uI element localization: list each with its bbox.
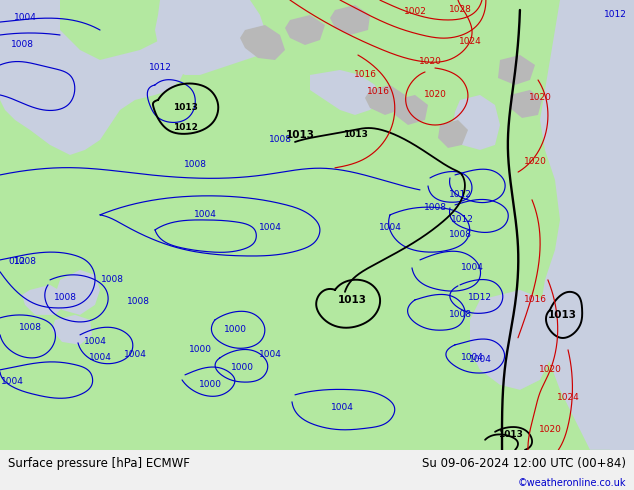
Text: 1020: 1020 (418, 57, 441, 67)
Text: 1013: 1013 (172, 103, 197, 113)
Polygon shape (155, 0, 270, 75)
Text: 1008: 1008 (127, 297, 150, 306)
Polygon shape (470, 290, 555, 390)
Text: 1008: 1008 (101, 275, 124, 284)
Text: 1016: 1016 (354, 71, 377, 79)
Text: 1028: 1028 (449, 5, 472, 15)
Text: 1013: 1013 (342, 130, 368, 140)
Text: 1020: 1020 (538, 366, 562, 374)
Polygon shape (438, 120, 468, 148)
Text: 1004: 1004 (259, 350, 281, 359)
Polygon shape (540, 0, 634, 450)
Text: 1004: 1004 (193, 210, 216, 220)
Polygon shape (395, 95, 428, 125)
Polygon shape (22, 285, 65, 315)
Text: 012: 012 (8, 257, 25, 267)
Text: Su 09-06-2024 12:00 UTC (00+84): Su 09-06-2024 12:00 UTC (00+84) (422, 457, 626, 470)
Polygon shape (0, 0, 634, 450)
Polygon shape (330, 5, 370, 35)
Text: 1004: 1004 (330, 403, 353, 413)
Text: 1004: 1004 (1, 377, 23, 386)
Text: 1024: 1024 (557, 393, 579, 402)
Polygon shape (452, 95, 500, 150)
Text: 1004: 1004 (378, 223, 401, 232)
Text: 1004: 1004 (124, 350, 146, 359)
Text: 1008: 1008 (13, 257, 37, 267)
Polygon shape (285, 15, 325, 45)
Text: 1000: 1000 (198, 380, 221, 390)
Text: 1004: 1004 (89, 353, 112, 363)
Polygon shape (55, 270, 100, 315)
Text: 1008: 1008 (183, 160, 207, 170)
Text: 1013: 1013 (285, 130, 314, 140)
Text: 1004: 1004 (259, 223, 281, 232)
Text: 1013: 1013 (498, 430, 522, 440)
Text: 1012: 1012 (172, 123, 197, 132)
Text: 1008: 1008 (269, 135, 292, 145)
Text: 1020: 1020 (538, 425, 562, 434)
Text: 1008: 1008 (424, 203, 446, 213)
Text: 1008: 1008 (11, 41, 34, 49)
Text: 1004: 1004 (84, 337, 107, 346)
Text: 1008: 1008 (53, 294, 77, 302)
Text: 1004: 1004 (460, 264, 484, 272)
Text: 1D12: 1D12 (468, 294, 492, 302)
Polygon shape (240, 25, 285, 60)
Text: 1004: 1004 (13, 14, 36, 23)
Text: 1016: 1016 (524, 295, 547, 304)
Text: 1008: 1008 (18, 323, 41, 332)
Polygon shape (52, 315, 92, 345)
Polygon shape (610, 0, 634, 450)
Text: ©weatheronline.co.uk: ©weatheronline.co.uk (518, 478, 626, 488)
Polygon shape (0, 0, 190, 155)
Text: 1004: 1004 (469, 355, 491, 365)
Polygon shape (365, 85, 405, 115)
Text: 1000: 1000 (188, 345, 212, 354)
Text: 1008: 1008 (448, 230, 472, 240)
Text: Surface pressure [hPa] ECMWF: Surface pressure [hPa] ECMWF (8, 457, 190, 470)
Polygon shape (510, 90, 542, 118)
Text: 1020: 1020 (524, 157, 547, 167)
Text: 1016: 1016 (366, 87, 389, 97)
Text: 1000: 1000 (231, 364, 254, 372)
Polygon shape (310, 70, 380, 115)
Text: 1012: 1012 (148, 64, 171, 73)
Text: 1002: 1002 (404, 7, 427, 17)
Text: 1012: 1012 (604, 10, 626, 20)
Text: 1013: 1013 (548, 310, 576, 320)
Text: 1004: 1004 (460, 353, 484, 363)
Text: 1020: 1020 (424, 91, 446, 99)
Text: 1000: 1000 (224, 325, 247, 334)
Text: 1020: 1020 (529, 94, 552, 102)
Text: 1024: 1024 (458, 37, 481, 47)
Text: 1012: 1012 (451, 216, 474, 224)
Polygon shape (498, 55, 535, 85)
Text: 1008: 1008 (448, 310, 472, 319)
Text: 1013: 1013 (337, 295, 366, 305)
Text: 1012: 1012 (449, 191, 472, 199)
